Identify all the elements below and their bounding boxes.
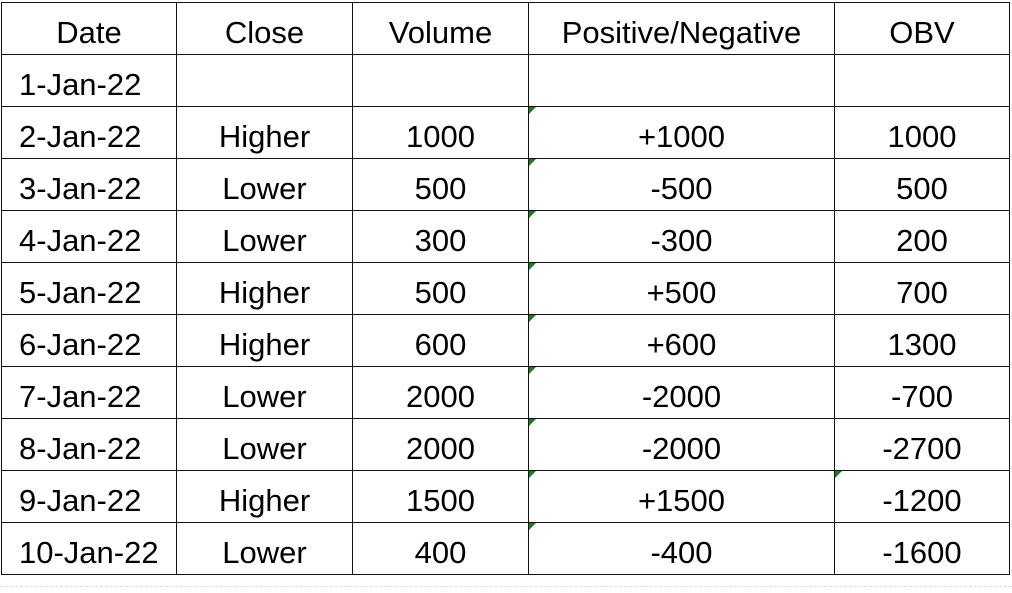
obv-cell[interactable]: 700: [834, 262, 1010, 315]
header-row: Date Close Volume Positive/Negative OBV: [1, 2, 1010, 55]
header-obv[interactable]: OBV: [834, 2, 1010, 55]
date-cell[interactable]: 9-Jan-22: [1, 470, 177, 523]
close-cell[interactable]: Higher: [176, 470, 353, 523]
obv-cell[interactable]: -2700: [834, 418, 1010, 471]
close-cell[interactable]: Lower: [176, 522, 353, 575]
obv-table: Date Close Volume Positive/Negative OBV …: [1, 2, 1010, 575]
header-close[interactable]: Close: [176, 2, 353, 55]
date-cell[interactable]: 6-Jan-22: [1, 314, 177, 367]
date-cell[interactable]: 10-Jan-22: [1, 522, 177, 575]
table-row: 7-Jan-22 Lower 2000 -2000 -700: [1, 366, 1010, 419]
table-row: 2-Jan-22 Higher 1000 +1000 1000: [1, 106, 1010, 159]
volume-cell[interactable]: 2000: [352, 418, 529, 471]
header-positive-negative[interactable]: Positive/Negative: [528, 2, 835, 55]
positive-negative-cell[interactable]: -400: [528, 522, 835, 575]
table-row: 3-Jan-22 Lower 500 -500 500: [1, 158, 1010, 211]
table-row: 6-Jan-22 Higher 600 +600 1300: [1, 314, 1010, 367]
volume-cell[interactable]: 600: [352, 314, 529, 367]
table-row: 1-Jan-22: [1, 54, 1010, 107]
positive-negative-cell[interactable]: [528, 54, 835, 107]
date-cell[interactable]: 5-Jan-22: [1, 262, 177, 315]
close-cell[interactable]: Lower: [176, 158, 353, 211]
volume-cell[interactable]: 300: [352, 210, 529, 263]
close-cell[interactable]: Higher: [176, 106, 353, 159]
date-cell[interactable]: 3-Jan-22: [1, 158, 177, 211]
positive-negative-cell[interactable]: -2000: [528, 366, 835, 419]
date-cell[interactable]: 8-Jan-22: [1, 418, 177, 471]
header-date[interactable]: Date: [1, 2, 177, 55]
obv-cell[interactable]: 500: [834, 158, 1010, 211]
positive-negative-cell[interactable]: -500: [528, 158, 835, 211]
volume-cell[interactable]: 400: [352, 522, 529, 575]
header-volume[interactable]: Volume: [352, 2, 529, 55]
positive-negative-cell[interactable]: +600: [528, 314, 835, 367]
table-row: 10-Jan-22 Lower 400 -400 -1600: [1, 522, 1010, 575]
close-cell[interactable]: Lower: [176, 366, 353, 419]
date-cell[interactable]: 7-Jan-22: [1, 366, 177, 419]
obv-cell[interactable]: -1200: [834, 470, 1010, 523]
date-cell[interactable]: 4-Jan-22: [1, 210, 177, 263]
volume-cell[interactable]: 2000: [352, 366, 529, 419]
positive-negative-cell[interactable]: +1000: [528, 106, 835, 159]
table-row: 8-Jan-22 Lower 2000 -2000 -2700: [1, 418, 1010, 471]
volume-cell[interactable]: 1500: [352, 470, 529, 523]
close-cell[interactable]: Lower: [176, 418, 353, 471]
table-row: 9-Jan-22 Higher 1500 +1500 -1200: [1, 470, 1010, 523]
table-row: 4-Jan-22 Lower 300 -300 200: [1, 210, 1010, 263]
positive-negative-cell[interactable]: +500: [528, 262, 835, 315]
obv-cell[interactable]: 1300: [834, 314, 1010, 367]
positive-negative-cell[interactable]: -2000: [528, 418, 835, 471]
obv-cell[interactable]: -700: [834, 366, 1010, 419]
volume-cell[interactable]: 500: [352, 158, 529, 211]
obv-cell[interactable]: [834, 54, 1010, 107]
close-cell[interactable]: Higher: [176, 314, 353, 367]
volume-cell[interactable]: 1000: [352, 106, 529, 159]
close-cell[interactable]: Higher: [176, 262, 353, 315]
table-row: 5-Jan-22 Higher 500 +500 700: [1, 262, 1010, 315]
positive-negative-cell[interactable]: +1500: [528, 470, 835, 523]
positive-negative-cell[interactable]: -300: [528, 210, 835, 263]
sheet-gridline: [0, 586, 1012, 593]
obv-cell[interactable]: 1000: [834, 106, 1010, 159]
close-cell[interactable]: Lower: [176, 210, 353, 263]
date-cell[interactable]: 1-Jan-22: [1, 54, 177, 107]
obv-cell[interactable]: 200: [834, 210, 1010, 263]
obv-cell[interactable]: -1600: [834, 522, 1010, 575]
volume-cell[interactable]: [352, 54, 529, 107]
date-cell[interactable]: 2-Jan-22: [1, 106, 177, 159]
volume-cell[interactable]: 500: [352, 262, 529, 315]
close-cell[interactable]: [176, 54, 353, 107]
